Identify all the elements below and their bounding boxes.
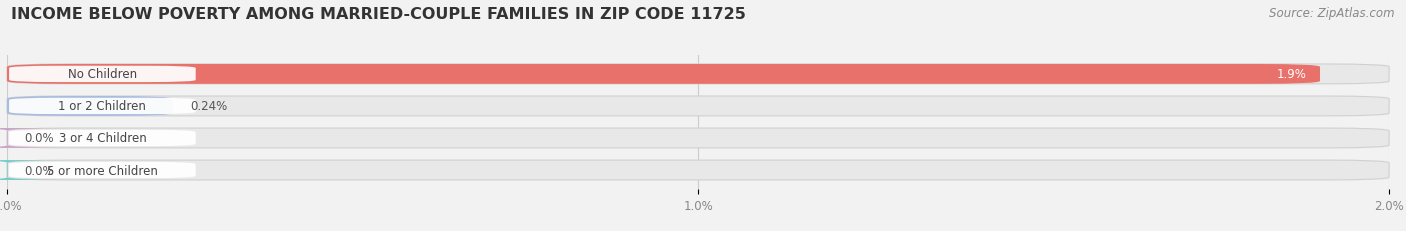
Text: 0.0%: 0.0%: [24, 132, 53, 145]
FancyBboxPatch shape: [0, 160, 69, 180]
FancyBboxPatch shape: [7, 128, 1389, 148]
Text: No Children: No Children: [67, 68, 136, 81]
Text: 0.0%: 0.0%: [24, 164, 53, 177]
FancyBboxPatch shape: [7, 160, 1389, 180]
FancyBboxPatch shape: [8, 98, 195, 115]
FancyBboxPatch shape: [8, 67, 195, 83]
FancyBboxPatch shape: [7, 65, 1320, 85]
Text: Source: ZipAtlas.com: Source: ZipAtlas.com: [1270, 7, 1395, 20]
FancyBboxPatch shape: [7, 97, 173, 116]
Text: 0.24%: 0.24%: [190, 100, 228, 113]
FancyBboxPatch shape: [7, 97, 1389, 116]
FancyBboxPatch shape: [0, 128, 69, 148]
Text: 1 or 2 Children: 1 or 2 Children: [59, 100, 146, 113]
Text: 5 or more Children: 5 or more Children: [46, 164, 157, 177]
FancyBboxPatch shape: [8, 130, 195, 146]
FancyBboxPatch shape: [8, 162, 195, 178]
Text: 1.9%: 1.9%: [1277, 68, 1306, 81]
Text: INCOME BELOW POVERTY AMONG MARRIED-COUPLE FAMILIES IN ZIP CODE 11725: INCOME BELOW POVERTY AMONG MARRIED-COUPL…: [11, 7, 747, 22]
FancyBboxPatch shape: [7, 65, 1389, 85]
Text: 3 or 4 Children: 3 or 4 Children: [59, 132, 146, 145]
